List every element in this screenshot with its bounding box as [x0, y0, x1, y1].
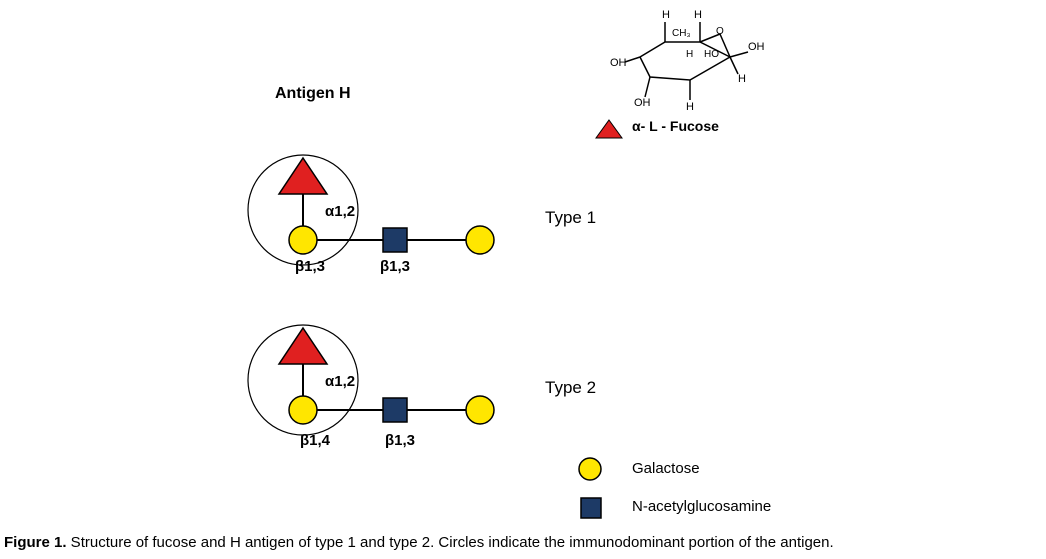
type1-alpha-label: α1,2: [325, 203, 355, 220]
type2-label: Type 2: [545, 378, 596, 398]
type2-alpha-label: α1,2: [325, 373, 355, 390]
struct-label: H: [686, 101, 694, 112]
type1-beta-left-label: β1,3: [295, 258, 325, 275]
struct-label: H: [738, 73, 746, 85]
galactose-legend-icon: [576, 455, 604, 483]
antigen-h-title: Antigen H: [275, 85, 351, 103]
caption-text: Structure of fucose and H antigen of typ…: [67, 534, 834, 551]
type2-beta-left-label: β1,4: [300, 432, 330, 449]
struct-label: HO: [704, 49, 719, 60]
type1-label: Type 1: [545, 208, 596, 228]
type1-beta-right-label: β1,3: [380, 258, 410, 275]
fucose-legend-icon: [594, 118, 624, 140]
struct-label: OH: [610, 57, 627, 69]
caption-bold: Figure 1.: [4, 534, 67, 551]
struct-label: H: [662, 9, 670, 21]
struct-label: CH₃: [672, 28, 691, 39]
struct-label: H: [694, 9, 702, 21]
struct-label: OH: [634, 97, 651, 109]
galactose-legend-label: Galactose: [632, 460, 700, 477]
struct-label: OH: [748, 41, 765, 53]
struct-label: H: [686, 49, 693, 60]
fucose-structure: H H CH₃ OH H HO OH H OH H O: [590, 2, 790, 112]
fucose-legend-label: α- L - Fucose: [632, 118, 719, 134]
nacglc-legend-icon: [578, 495, 604, 521]
diagram-canvas: Antigen H H H CH₃ OH H HO OH H OH H O α-…: [0, 0, 1046, 559]
type2-beta-right-label: β1,3: [385, 432, 415, 449]
nacglc-legend-label: N-acetylglucosamine: [632, 498, 771, 515]
figure-caption: Figure 1. Structure of fucose and H anti…: [0, 534, 1046, 551]
struct-label: O: [716, 26, 724, 37]
